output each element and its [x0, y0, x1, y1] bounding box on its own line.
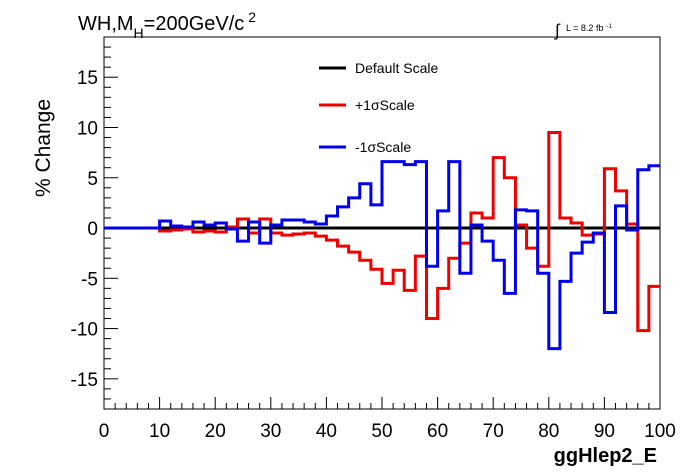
- x-tick-label: 100: [644, 421, 676, 442]
- x-tick-label: 90: [594, 421, 615, 442]
- x-tick-label: 20: [205, 421, 226, 442]
- title-superscript: 2: [248, 9, 256, 25]
- x-tick-label: 60: [427, 421, 448, 442]
- series-line-minus-1sigma-scale: [104, 160, 660, 351]
- legend-entry: -1σScale: [355, 139, 411, 155]
- legend-entry: +1σScale: [355, 97, 415, 113]
- y-tick-label: -10: [71, 320, 98, 341]
- y-tick-label: 15: [77, 68, 98, 89]
- y-axis-label: % Change: [32, 99, 55, 197]
- lumi-superscript: -1: [606, 24, 612, 30]
- x-tick-label: 0: [99, 421, 110, 442]
- lumi-integral-sign: ∫: [554, 21, 561, 40]
- y-tick-label: 10: [77, 118, 98, 139]
- title-main: WH,M: [78, 13, 134, 35]
- lumi-label: L = 8.2 fb -1: [566, 23, 612, 33]
- y-tick-label: -15: [71, 370, 98, 391]
- x-axis-label: ggHlep2_E: [554, 445, 657, 467]
- x-tick-label: 70: [483, 421, 504, 442]
- x-tick-label: 10: [149, 421, 170, 442]
- x-tick-label: 50: [371, 421, 392, 442]
- legend: Default Scale +1σScale -1σScale: [319, 60, 438, 155]
- y-tick-label: 0: [87, 219, 98, 240]
- legend-entry: Default Scale: [355, 60, 438, 76]
- title-subscript: H: [134, 25, 144, 41]
- y-tick-label: -5: [81, 269, 98, 290]
- lumi-text: L = 8.2 fb: [566, 23, 603, 33]
- plot-area: 0 10 20 30 40 50 60 70 80 90 100 -15 -10 -5 0 5 10 15: [71, 36, 676, 442]
- chart-title: WH,MH=200GeV/c 2: [78, 9, 256, 41]
- x-tick-label: 30: [260, 421, 281, 442]
- x-tick-label: 40: [316, 421, 337, 442]
- title-rest: =200GeV/c: [144, 13, 245, 35]
- y-tick-label: 5: [87, 169, 98, 190]
- series-line-plus-1sigma-scale: [104, 131, 660, 333]
- x-tick-label: 80: [538, 421, 559, 442]
